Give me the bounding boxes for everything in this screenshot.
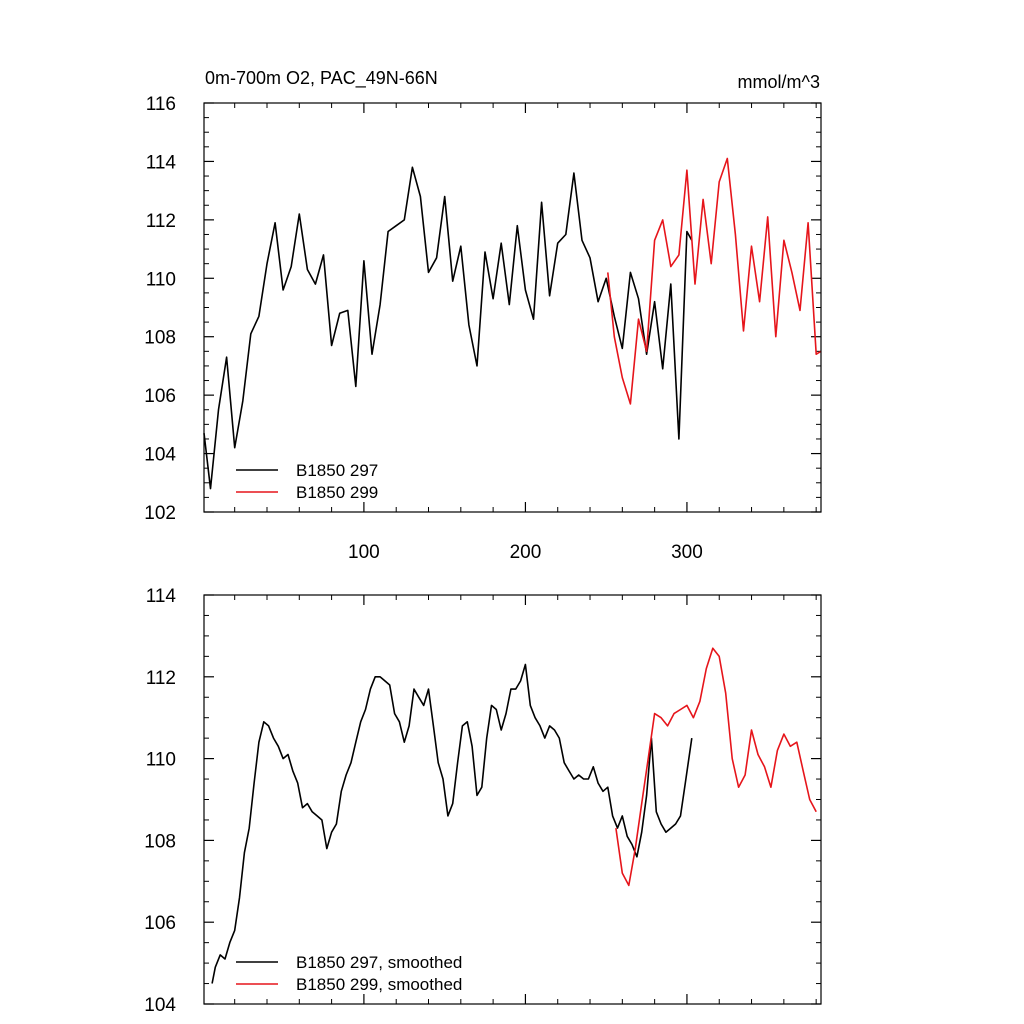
y-tick-label: 114 [146, 152, 177, 173]
series-lines [203, 157, 822, 490]
y-tick-label: 106 [144, 386, 176, 407]
units-label: mmol/m^3 [738, 72, 820, 92]
y-tick-label: 110 [146, 269, 176, 290]
series-line-black [203, 166, 693, 490]
top-chart: 0m-700m O2, PAC_49N-66N mmol/m^3 1021041… [144, 68, 822, 563]
plot-frame [203, 102, 822, 513]
y-tick-label: 108 [144, 328, 176, 349]
x-tick-label: 200 [510, 542, 542, 563]
y-tick-label: 110 [146, 750, 176, 771]
axis-ticks: 104 106 108 110 112 114 [144, 586, 821, 1016]
x-tick-label: 300 [671, 542, 703, 563]
legend-label-red: B1850 299, smoothed [296, 975, 462, 994]
series-lines [211, 647, 817, 984]
legend-label-black: B1850 297 [296, 461, 378, 480]
series-line-red [607, 157, 822, 405]
series-line-red [615, 647, 817, 887]
y-tick-label: 102 [144, 503, 176, 524]
series-line-black [211, 663, 693, 984]
legend-label-red: B1850 299 [296, 483, 378, 502]
chart-title: 0m-700m O2, PAC_49N-66N [205, 68, 438, 89]
y-tick-label: 108 [144, 831, 176, 852]
y-tick-label: 104 [144, 995, 176, 1016]
legend: B1850 297, smoothed B1850 299, smoothed [236, 953, 462, 994]
legend-label-black: B1850 297, smoothed [296, 953, 462, 972]
bottom-chart: 104 106 108 110 112 114 B1850 297, smoothed B… [144, 586, 822, 1016]
x-tick-label: 100 [348, 542, 380, 563]
y-tick-label: 104 [144, 445, 176, 466]
axis-ticks: 102 104 106 108 110 112 114 116 100 200 300 [144, 94, 821, 563]
y-tick-label: 106 [144, 913, 176, 934]
y-tick-label: 112 [146, 668, 176, 689]
y-tick-label: 116 [146, 94, 176, 115]
plot-frame [203, 594, 822, 1005]
y-tick-label: 114 [146, 586, 177, 607]
legend: B1850 297 B1850 299 [236, 461, 378, 502]
y-tick-label: 112 [146, 211, 176, 232]
